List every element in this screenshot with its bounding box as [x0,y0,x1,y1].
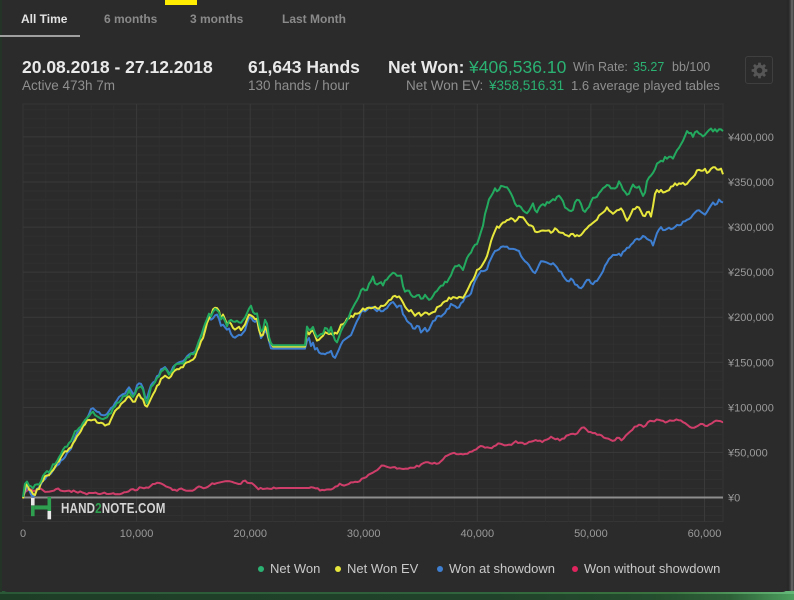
svg-text:60,000: 60,000 [688,528,722,540]
svg-text:50,000: 50,000 [574,528,608,540]
svg-text:¥150,000: ¥150,000 [727,357,774,369]
svg-text:HAND2NOTE.COM: HAND2NOTE.COM [61,500,166,517]
svg-text:40,000: 40,000 [460,528,494,540]
svg-text:0: 0 [20,528,26,540]
svg-text:30,000: 30,000 [347,528,381,540]
svg-text:¥100,000: ¥100,000 [727,402,774,414]
svg-text:¥400,000: ¥400,000 [727,132,774,144]
svg-text:¥200,000: ¥200,000 [727,312,774,324]
svg-text:¥350,000: ¥350,000 [727,177,774,189]
svg-text:¥0: ¥0 [727,493,740,505]
svg-text:¥50,000: ¥50,000 [727,447,768,459]
svg-text:10,000: 10,000 [120,528,154,540]
svg-text:¥250,000: ¥250,000 [727,267,774,279]
svg-text:20,000: 20,000 [233,528,267,540]
svg-text:¥300,000: ¥300,000 [727,222,774,234]
